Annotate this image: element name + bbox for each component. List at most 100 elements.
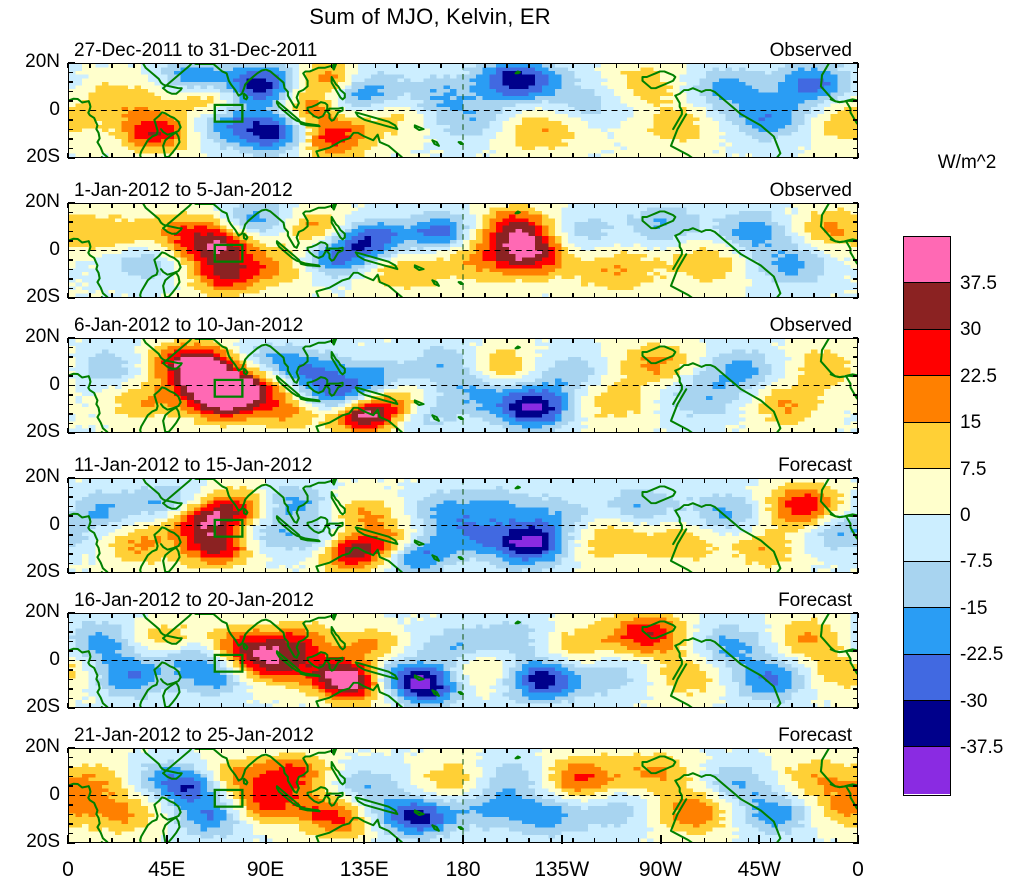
axis-minor-tick (396, 428, 398, 433)
axis-minor-tick (330, 838, 333, 843)
axis-minor-tick (67, 428, 69, 433)
axis-minor-tick (853, 756, 858, 759)
axis-minor-tick (853, 259, 858, 261)
axis-minor-tick (242, 613, 245, 618)
axis-minor-tick (68, 707, 73, 709)
axis-minor-tick (242, 748, 245, 753)
axis-minor-tick (857, 613, 859, 618)
x-axis-tick (67, 835, 69, 844)
axis-minor-tick (68, 81, 73, 83)
axis-minor-tick (198, 568, 201, 573)
colorbar-band (904, 376, 950, 423)
x-axis-tick (264, 835, 267, 844)
axis-minor-tick (440, 613, 442, 618)
axis-minor-tick (440, 293, 442, 298)
colorbar[interactable] (903, 236, 951, 796)
axis-minor-tick (68, 562, 73, 565)
axis-minor-tick (550, 153, 552, 158)
axis-minor-tick (133, 203, 135, 208)
axis-minor-tick (68, 403, 73, 406)
map-panel[interactable] (68, 478, 858, 573)
axis-minor-tick (853, 813, 858, 816)
axis-minor-tick (198, 428, 201, 433)
axis-minor-tick (813, 838, 815, 843)
axis-minor-tick (242, 203, 245, 208)
axis-minor-tick (418, 63, 420, 68)
axis-minor-tick (769, 838, 772, 843)
axis-minor-tick (242, 338, 245, 343)
axis-minor-tick (286, 613, 289, 618)
axis-minor-tick (528, 748, 530, 753)
map-panel[interactable] (68, 63, 858, 158)
axis-minor-tick (572, 478, 574, 483)
axis-minor-tick (155, 428, 157, 433)
axis-minor-tick (133, 703, 135, 708)
axis-minor-tick (330, 703, 333, 708)
axis-minor-tick (155, 293, 157, 298)
axis-minor-tick (67, 153, 69, 158)
axis-minor-tick (374, 153, 377, 158)
axis-minor-tick (198, 703, 201, 708)
axis-minor-tick (396, 748, 398, 753)
axis-minor-tick (89, 63, 91, 68)
axis-minor-tick (68, 505, 73, 508)
map-panel[interactable] (68, 338, 858, 433)
axis-minor-tick (853, 678, 858, 681)
axis-minor-tick (615, 478, 618, 483)
map-panel[interactable] (68, 203, 858, 298)
axis-minor-tick (264, 63, 267, 68)
axis-minor-tick (308, 428, 311, 433)
axis-minor-tick (506, 293, 508, 298)
axis-minor-tick (68, 384, 73, 387)
axis-minor-tick (615, 703, 618, 708)
axis-minor-tick (528, 568, 530, 573)
axis-minor-tick (396, 63, 398, 68)
axis-minor-tick (155, 203, 157, 208)
axis-minor-tick (835, 613, 837, 618)
axis-minor-tick (286, 428, 289, 433)
axis-minor-tick (352, 838, 355, 843)
axis-minor-tick (593, 153, 596, 158)
axis-minor-tick (593, 613, 596, 618)
axis-minor-tick (615, 153, 618, 158)
axis-minor-tick (396, 568, 398, 573)
axis-minor-tick (791, 838, 793, 843)
colorbar-tick-label: -37.5 (960, 737, 1004, 758)
axis-minor-tick (484, 153, 486, 158)
axis-minor-tick (220, 153, 223, 158)
axis-minor-tick (177, 153, 179, 158)
axis-minor-tick (374, 63, 377, 68)
axis-minor-tick (440, 838, 442, 843)
axis-minor-tick (220, 338, 223, 343)
panel-date-label: 6-Jan-2012 to 10-Jan-2012 (74, 315, 304, 336)
axis-minor-tick (440, 63, 442, 68)
axis-minor-tick (853, 394, 858, 396)
y-axis-tick-label: 20S (26, 146, 60, 167)
colorbar-tick-label: -15 (960, 597, 988, 619)
axis-minor-tick (550, 568, 552, 573)
map-panel[interactable] (68, 748, 858, 843)
axis-minor-tick (615, 568, 618, 573)
axis-minor-tick (853, 90, 858, 93)
axis-minor-tick (177, 838, 179, 843)
axis-minor-tick (308, 293, 311, 298)
axis-minor-tick (155, 338, 157, 343)
axis-minor-tick (462, 428, 464, 433)
axis-minor-tick (550, 203, 552, 208)
axis-minor-tick (374, 478, 377, 483)
axis-minor-tick (133, 838, 135, 843)
axis-minor-tick (220, 568, 223, 573)
axis-minor-tick (791, 748, 793, 753)
axis-minor-tick (853, 157, 858, 159)
x-axis-tick-label: 45W (737, 858, 781, 881)
axis-minor-tick (68, 842, 73, 844)
axis-minor-tick (835, 748, 837, 753)
axis-minor-tick (853, 403, 858, 406)
axis-minor-tick (308, 748, 311, 753)
axis-minor-tick (68, 524, 73, 527)
x-axis-tick-label: 135W (534, 858, 590, 881)
axis-minor-tick (853, 766, 858, 768)
axis-minor-tick (637, 838, 640, 843)
axis-minor-tick (374, 203, 377, 208)
map-panel[interactable] (68, 613, 858, 708)
